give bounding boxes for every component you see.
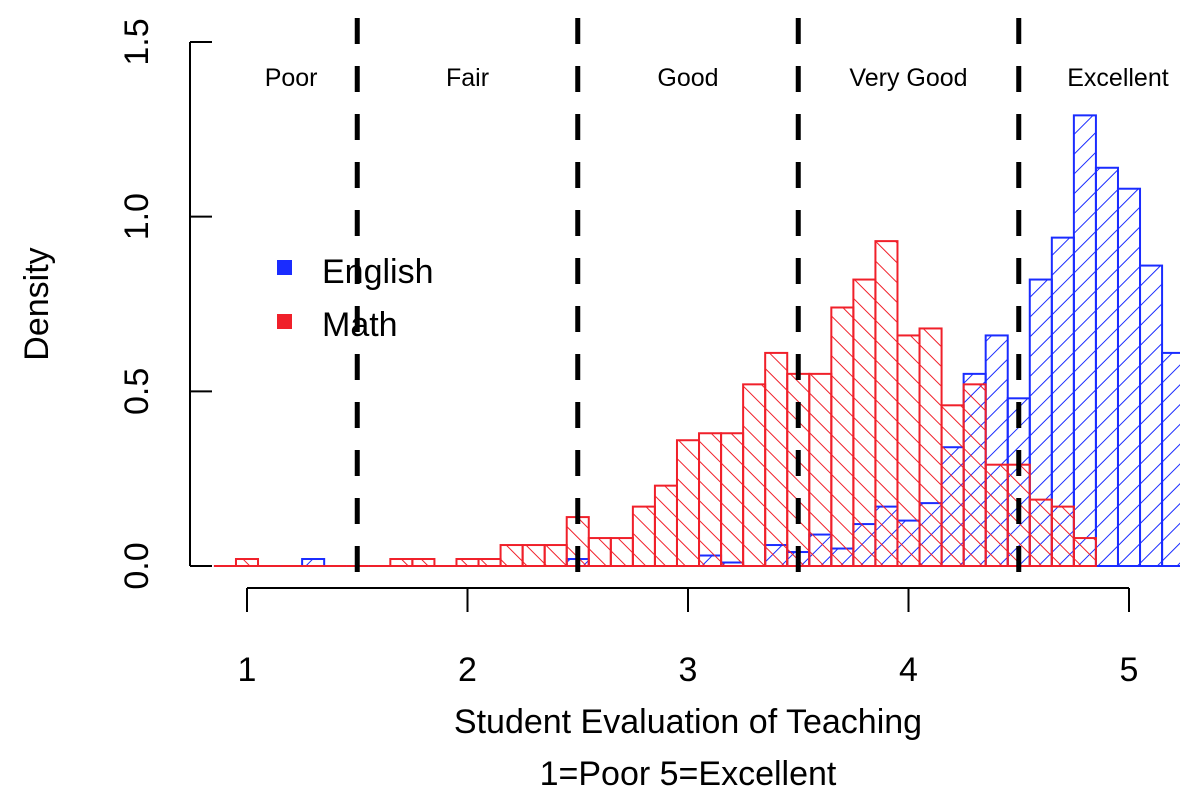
- y-axis-title: Density: [18, 247, 56, 360]
- x-tick-label: 3: [679, 651, 698, 689]
- math-bar: [587, 537, 612, 568]
- y-axis: 0.0 0.5 1.0 1.5: [118, 18, 212, 590]
- english-bar: [301, 558, 326, 567]
- legend: English Math: [277, 253, 434, 344]
- math-bar: [455, 558, 480, 567]
- y-tick-label: 0.0: [118, 542, 156, 589]
- math-bars: [213, 240, 1097, 568]
- y-tick-label: 1.0: [118, 193, 156, 240]
- math-bar: [896, 334, 921, 567]
- english-bar: [1116, 187, 1142, 567]
- math-bar: [962, 383, 987, 568]
- math-bar: [234, 558, 260, 567]
- math-bar: [389, 558, 414, 567]
- x-tick-label: 2: [458, 651, 477, 689]
- legend-math-swatch: [277, 314, 292, 329]
- math-bar: [477, 558, 502, 567]
- legend-english-swatch: [277, 260, 292, 275]
- x-tick-label: 5: [1120, 651, 1139, 689]
- y-tick-label: 0.5: [118, 368, 156, 415]
- category-label: Excellent: [1067, 64, 1168, 92]
- x-axis: 1 2 3 4 5: [238, 587, 1139, 689]
- math-bar: [631, 505, 656, 568]
- english-bar: [1161, 351, 1180, 568]
- category-label: Fair: [446, 64, 489, 92]
- math-bar: [852, 278, 877, 567]
- math-bar: [808, 372, 833, 567]
- math-bar: [940, 404, 965, 567]
- english-bars: [213, 114, 1180, 568]
- english-bar: [1139, 264, 1164, 567]
- category-label: Poor: [265, 64, 318, 92]
- math-bar: [675, 439, 701, 567]
- y-tick-label: 1.5: [118, 18, 156, 65]
- category-label: Very Good: [849, 64, 967, 92]
- math-bar: [1028, 498, 1053, 568]
- category-label: Good: [657, 64, 718, 92]
- x-axis-subtitle: 1=Poor 5=Excellent: [540, 755, 837, 793]
- category-labels: Poor Fair Good Very Good Excellent: [265, 64, 1169, 92]
- math-bar: [499, 544, 524, 567]
- math-bar: [521, 544, 546, 567]
- x-axis-title: Student Evaluation of Teaching: [454, 703, 922, 741]
- math-bar: [543, 544, 568, 567]
- legend-math-label: Math: [322, 306, 398, 344]
- math-bar: [1050, 505, 1075, 568]
- x-tick-label: 4: [899, 651, 918, 689]
- math-bar: [764, 351, 789, 568]
- math-bar: [742, 383, 767, 568]
- legend-english-label: English: [322, 253, 434, 291]
- math-bar: [1072, 537, 1097, 568]
- math-bar: [830, 306, 855, 567]
- math-bar: [653, 484, 678, 567]
- math-bar: [984, 463, 1009, 567]
- math-bar: [918, 327, 943, 567]
- math-bar: [698, 432, 723, 567]
- math-bar: [874, 240, 899, 567]
- english-bar: [1072, 114, 1097, 568]
- x-tick-label: 1: [238, 651, 257, 689]
- math-bar: [720, 432, 745, 567]
- math-bar: [609, 537, 634, 568]
- math-bar: [411, 558, 436, 567]
- english-bar: [1094, 166, 1119, 567]
